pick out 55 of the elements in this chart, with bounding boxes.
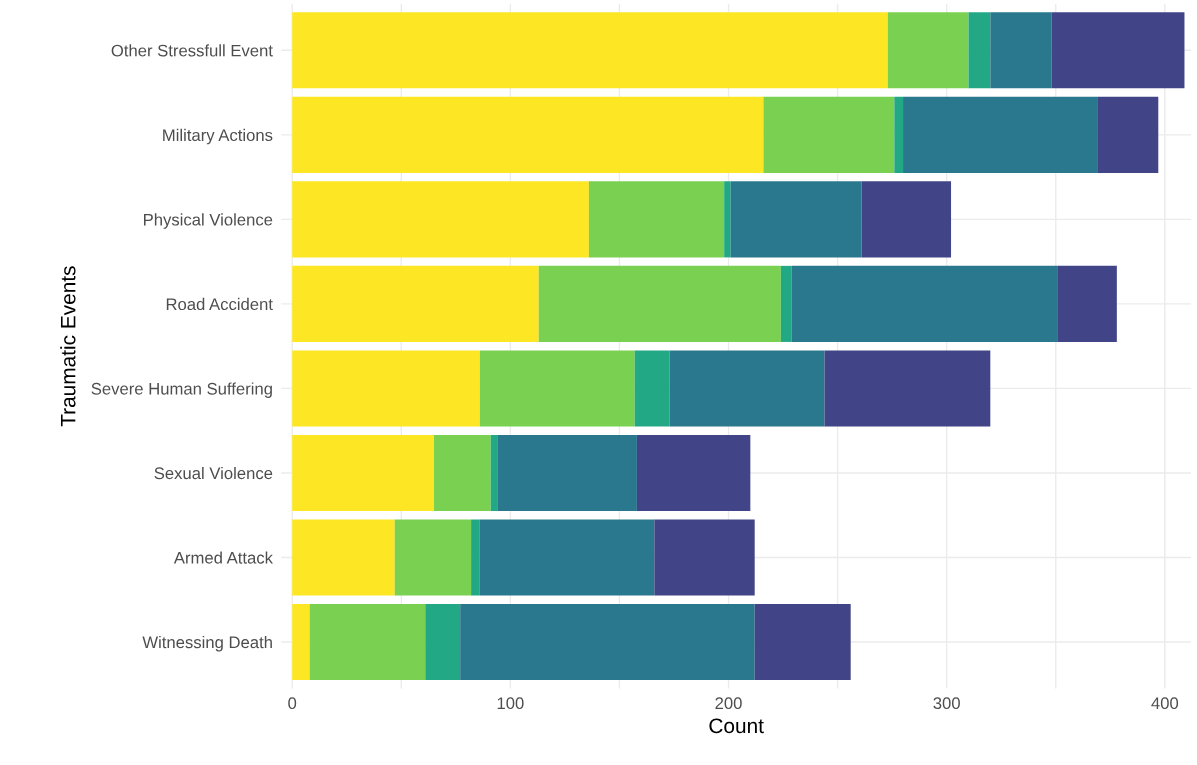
bar [479, 350, 635, 427]
x-tick-label: 400 [1151, 697, 1179, 710]
bar [538, 265, 781, 342]
bar [763, 96, 895, 173]
y-tick-label: Witnessing Death [142, 635, 272, 652]
bar [669, 350, 825, 427]
bar [724, 181, 731, 258]
bar [292, 265, 539, 342]
bar [990, 12, 1052, 89]
bar [861, 181, 952, 258]
y-tick-label: Armed Attack [173, 551, 273, 564]
bar [730, 181, 862, 258]
bar [292, 603, 310, 681]
bar [887, 12, 969, 89]
x-tick-label: 100 [497, 697, 524, 710]
y-tick-label: Other Stressfull Event [111, 44, 273, 57]
bar [471, 519, 480, 596]
y-axis-title: Traumatic Events [60, 266, 76, 427]
bar [780, 265, 792, 342]
bar [588, 181, 725, 258]
bar [634, 350, 670, 427]
bar [479, 519, 655, 596]
x-tick-label: 200 [715, 697, 742, 710]
y-tick-label: Severe Human Suffering [91, 382, 272, 398]
x-axis-title: Count [709, 718, 764, 734]
bar [1097, 96, 1159, 173]
bar [1057, 265, 1117, 342]
bar [824, 350, 991, 427]
bar [654, 519, 755, 596]
bar [894, 96, 904, 173]
bar [903, 96, 1098, 173]
bar [490, 434, 498, 511]
x-tick-label: 300 [933, 697, 960, 710]
bar [434, 434, 491, 511]
bar [292, 434, 435, 511]
bar [754, 603, 851, 681]
y-tick-label: Road Accident [166, 297, 273, 311]
y-tick-label: Sexual Violence [154, 466, 273, 480]
x-tick-label: 0 [288, 697, 297, 710]
bar [292, 96, 764, 173]
bar [425, 603, 461, 681]
bar [497, 434, 637, 511]
bar [394, 519, 472, 596]
bar [1051, 12, 1185, 89]
bar [292, 519, 395, 596]
y-tick-label: Physical Violence [144, 213, 273, 229]
bar [309, 603, 426, 681]
bar [636, 434, 751, 511]
bar [460, 603, 755, 681]
bar [292, 350, 480, 427]
bar [292, 12, 888, 89]
bar [292, 181, 589, 258]
bar [968, 12, 991, 89]
y-tick-label: Military Actions [163, 128, 273, 145]
bar [791, 265, 1058, 342]
